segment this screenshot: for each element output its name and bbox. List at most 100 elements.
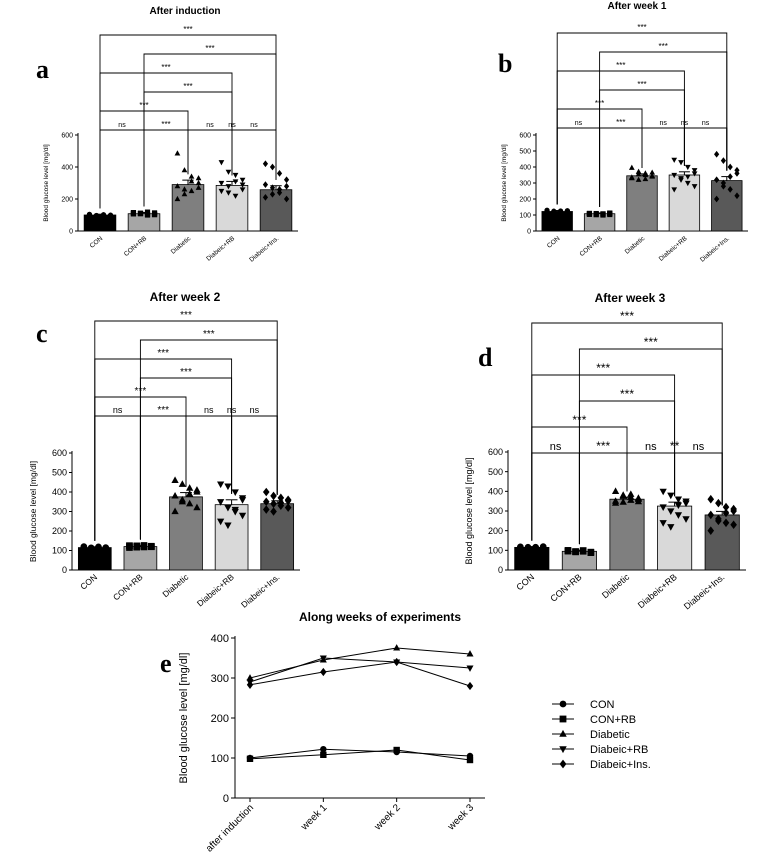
data-point xyxy=(714,195,720,203)
legend-marker xyxy=(559,729,567,737)
panel-e: e Along weeks of experiments 0 100 200 300 400… xyxy=(160,610,651,855)
data-point xyxy=(671,172,678,179)
y-tick-label: 600 xyxy=(52,448,67,458)
data-point xyxy=(174,195,181,202)
data-point xyxy=(635,176,642,182)
significance-bracket xyxy=(185,415,233,494)
data-point xyxy=(277,493,285,503)
y-tick-label: 400 xyxy=(211,633,229,645)
data-point xyxy=(611,499,620,506)
data-point xyxy=(151,210,158,216)
data-point xyxy=(186,499,194,507)
data-point xyxy=(262,160,269,168)
y-tick-label: 400 xyxy=(52,487,67,497)
significance-bracket xyxy=(94,415,141,541)
data-point xyxy=(707,510,715,520)
data-point xyxy=(635,171,642,177)
bar-diabetic xyxy=(171,184,205,232)
data-point xyxy=(634,497,643,505)
data-point xyxy=(587,548,595,556)
bar-diabeic-rb xyxy=(657,505,693,571)
significance-label: ns xyxy=(645,441,657,453)
significance-label: *** xyxy=(644,335,658,349)
y-tick-label: 200 xyxy=(61,196,73,203)
data-point xyxy=(178,497,186,505)
panel-letter: e xyxy=(160,649,172,678)
data-point xyxy=(727,173,733,180)
data-point xyxy=(284,503,292,512)
data-point xyxy=(232,193,239,199)
significance-bracket xyxy=(231,415,278,495)
series-point xyxy=(393,644,401,651)
data-point xyxy=(178,480,186,487)
y-tick-label: 100 xyxy=(211,753,229,765)
legend-label: Diabeic+Ins. xyxy=(590,759,651,771)
significance-label: *** xyxy=(157,348,169,359)
y-tick-label: 400 xyxy=(61,164,73,171)
significance-label: *** xyxy=(161,120,170,129)
data-point xyxy=(262,487,270,497)
panel-a: a After induction 0 200 400 600 Blood glucose … xyxy=(36,6,298,264)
x-tick-label: week 2 xyxy=(372,802,403,833)
data-point xyxy=(232,179,239,185)
data-point xyxy=(627,490,635,497)
significance-label: *** xyxy=(620,387,634,401)
y-tick-label: 300 xyxy=(211,673,229,685)
data-point xyxy=(144,211,151,217)
series-line xyxy=(249,661,471,687)
y-tick-label: 500 xyxy=(488,467,503,477)
series-point xyxy=(466,650,474,657)
data-point xyxy=(269,163,276,171)
data-point xyxy=(186,489,194,497)
y-tick-label: 200 xyxy=(519,196,531,203)
significance-bracket xyxy=(187,129,233,176)
data-point xyxy=(284,496,292,506)
data-point xyxy=(195,179,202,186)
data-point xyxy=(674,512,683,519)
bar-diabetic xyxy=(626,175,658,232)
significance-label: ns xyxy=(206,122,214,129)
bar-diabeic-ins- xyxy=(711,180,743,232)
data-point xyxy=(93,212,100,219)
significance-label: ns xyxy=(118,122,126,129)
significance-label: ns xyxy=(227,405,237,415)
data-point xyxy=(659,504,667,512)
significance-bracket xyxy=(674,452,723,506)
legend-label: CON+RB xyxy=(590,714,636,726)
category-label: Diabeic+Ins. xyxy=(699,235,731,264)
data-point xyxy=(276,170,283,177)
category-label: Diabeic+RB xyxy=(636,572,679,610)
data-point xyxy=(133,543,141,551)
significance-label: *** xyxy=(637,23,646,32)
significance-bracket xyxy=(231,129,277,180)
chart-title: After week 2 xyxy=(150,290,221,304)
data-point xyxy=(95,543,102,551)
category-label: CON+RB xyxy=(111,572,145,603)
y-tick-label: 300 xyxy=(519,180,531,187)
y-tick-label: 500 xyxy=(52,468,67,478)
series-line xyxy=(249,748,471,759)
category-label: Diabeic+RB xyxy=(195,572,236,609)
y-axis-label: Blood glucose level [mg/dl] xyxy=(501,144,508,222)
series-point xyxy=(246,674,254,681)
data-point xyxy=(262,505,270,514)
data-point xyxy=(269,184,276,192)
panel-letter: b xyxy=(498,49,512,78)
significance-label: *** xyxy=(659,42,668,51)
category-label: Diabetic xyxy=(160,571,191,599)
data-point xyxy=(130,211,137,217)
significance-label: *** xyxy=(616,118,625,127)
significance-label: *** xyxy=(183,82,192,91)
y-axis-label: Blood glucose level [mg/dl] xyxy=(178,653,190,784)
category-label: Diabeic+RB xyxy=(658,235,689,263)
data-point xyxy=(86,211,93,218)
data-point xyxy=(188,173,195,179)
series-point xyxy=(466,665,474,672)
data-point xyxy=(607,211,613,218)
significance-label: ns xyxy=(575,120,583,127)
data-point xyxy=(714,150,720,158)
category-label: CON xyxy=(89,235,105,250)
series-point xyxy=(393,657,400,667)
significance-bracket xyxy=(531,452,580,545)
significance-label: ns xyxy=(702,120,710,127)
